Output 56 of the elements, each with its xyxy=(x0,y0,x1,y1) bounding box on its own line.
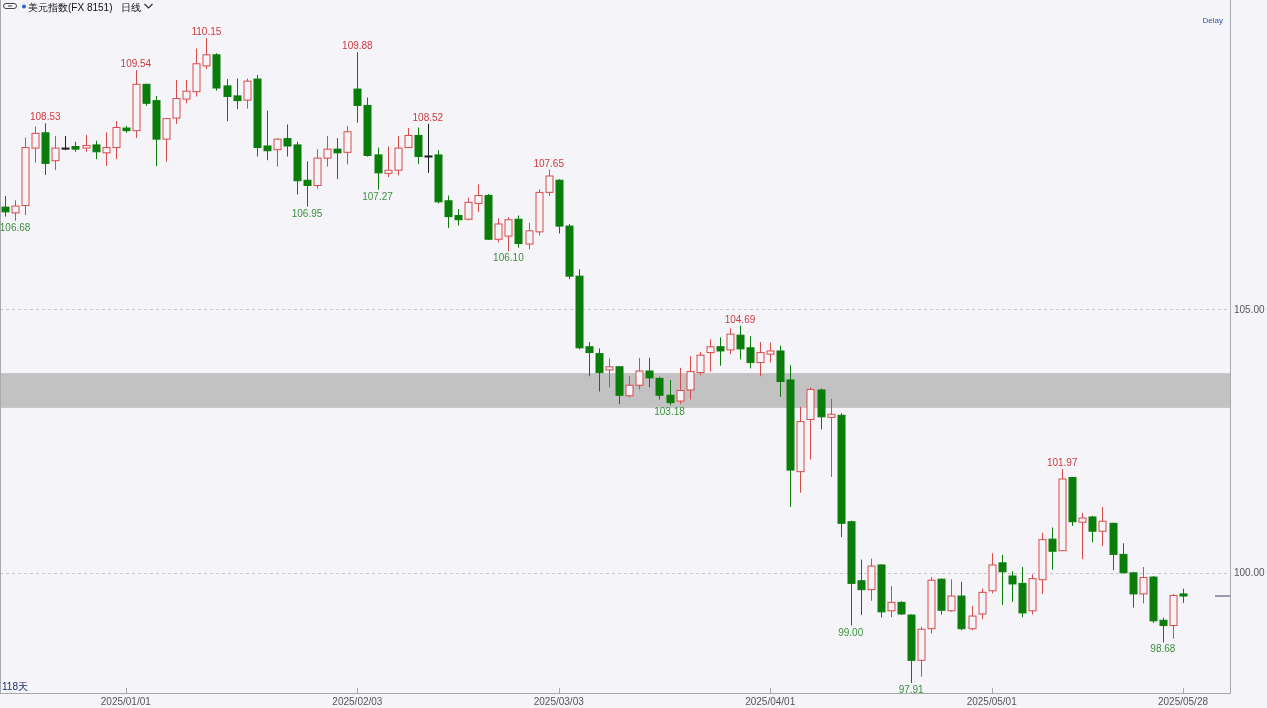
candlestick xyxy=(595,347,604,393)
x-tick-label: 2025/01/01 xyxy=(100,696,152,707)
annotation: 101.97 xyxy=(1046,457,1078,469)
annotation: 106.95 xyxy=(291,207,323,219)
candlestick xyxy=(867,558,876,602)
annotation: 103.18 xyxy=(654,406,686,418)
candlestick xyxy=(1,195,10,218)
candlestick xyxy=(716,336,725,367)
candlestick xyxy=(998,554,1007,606)
x-tick-label: 2025/04/01 xyxy=(745,696,796,707)
candlestick xyxy=(1139,566,1148,604)
candlestick xyxy=(1098,506,1107,547)
candlestick xyxy=(706,338,715,373)
candlestick xyxy=(827,398,836,478)
annotation: 97.91 xyxy=(898,683,925,695)
y-tick-label: 105.00 xyxy=(1234,303,1266,315)
annotation: 99.00 xyxy=(838,626,864,638)
candlestick xyxy=(1078,512,1087,560)
candlestick xyxy=(726,327,735,355)
text: Delay xyxy=(1202,16,1223,25)
annotation: 106.10 xyxy=(493,252,525,264)
x-tick-label: 2025/05/28 xyxy=(1157,696,1209,707)
candlestick xyxy=(273,137,282,168)
candlestick xyxy=(887,585,896,618)
annotation: 107.65 xyxy=(533,157,565,169)
candlestick xyxy=(1048,527,1057,571)
candlestick xyxy=(605,357,614,388)
annotation: 98.68 xyxy=(1150,643,1176,655)
annotation: 109.54 xyxy=(120,58,152,70)
candlestick xyxy=(414,127,423,165)
annotation: 107.27 xyxy=(362,190,394,202)
y-tick-label: 100.00 xyxy=(1234,567,1266,579)
candlestick xyxy=(51,135,60,171)
candlestick xyxy=(978,588,987,620)
annotation: 118天 xyxy=(2,681,28,692)
candlestick xyxy=(333,137,342,180)
annotation: 106.68 xyxy=(0,221,31,233)
candlestick xyxy=(968,605,977,631)
x-tick-label: 2025/03/03 xyxy=(533,696,585,707)
candlestick xyxy=(243,78,252,110)
x-tick-label: 2025/02/03 xyxy=(332,696,383,707)
candlestick xyxy=(947,578,956,613)
annotation: 110.15 xyxy=(191,25,222,37)
annotation: 109.88 xyxy=(342,40,374,52)
annotation: 108.52 xyxy=(412,111,444,123)
annotation: 108.53 xyxy=(29,111,61,123)
candlestick xyxy=(92,140,101,160)
candlestick xyxy=(374,147,383,191)
candlestick xyxy=(666,379,675,406)
annotation: 104.69 xyxy=(724,313,756,325)
chart-subtitle: 日线 xyxy=(121,1,142,13)
chart-title: 美元指数(FX 8151) xyxy=(28,1,113,13)
candlestick xyxy=(424,123,433,174)
candlestick xyxy=(1088,515,1097,543)
candlestick xyxy=(343,125,352,165)
x-tick-label: 2025/05/01 xyxy=(966,696,1018,707)
